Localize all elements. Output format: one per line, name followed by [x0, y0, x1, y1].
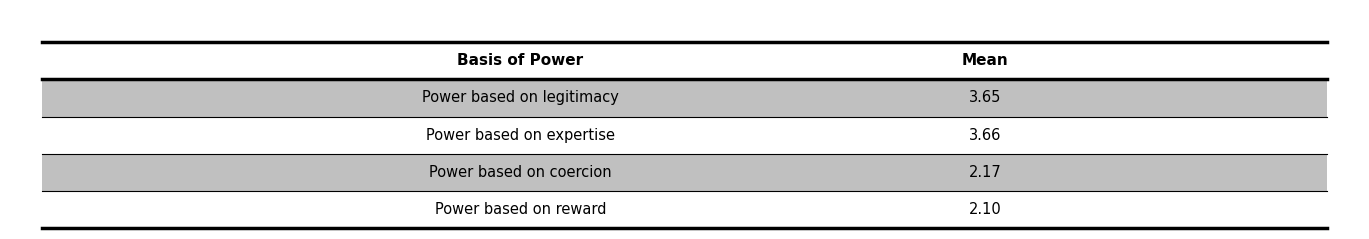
Text: Power based on expertise: Power based on expertise	[426, 128, 615, 143]
Text: 2.17: 2.17	[969, 165, 1002, 180]
Text: Mean: Mean	[961, 53, 1009, 68]
Text: Power based on legitimacy: Power based on legitimacy	[422, 90, 619, 105]
Text: 3.66: 3.66	[969, 128, 1001, 143]
Text: 3.65: 3.65	[969, 90, 1001, 105]
Text: Power based on coercion: Power based on coercion	[430, 165, 612, 180]
Bar	[42, 154, 1327, 191]
Bar	[42, 79, 1327, 117]
Text: Power based on reward: Power based on reward	[435, 202, 606, 217]
Text: Basis of Power: Basis of Power	[457, 53, 583, 68]
Text: 2.10: 2.10	[969, 202, 1002, 217]
